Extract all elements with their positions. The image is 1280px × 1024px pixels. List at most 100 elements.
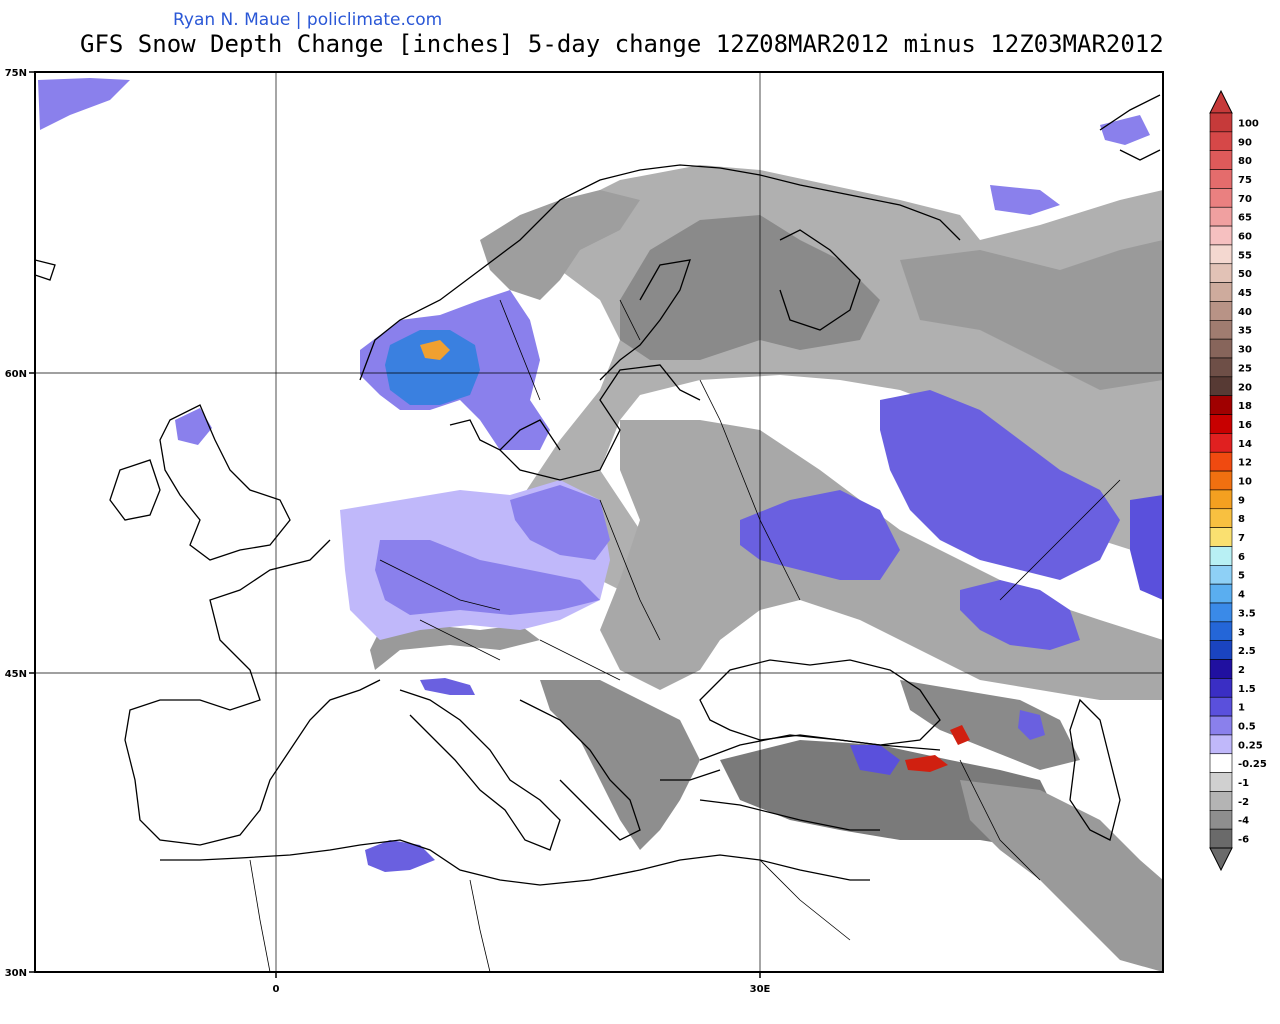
colorbar-swatch <box>1209 433 1233 453</box>
coastlines <box>35 94 1161 886</box>
colorbar-swatch <box>1209 376 1233 396</box>
colorbar-swatch <box>1209 451 1233 472</box>
snow-loss-region-norway-grey <box>480 190 640 300</box>
colorbar-swatch <box>1209 150 1233 170</box>
colorbar-swatch <box>1209 810 1233 830</box>
colorbar-swatch <box>1209 470 1233 491</box>
colorbar-label: 55 <box>1238 250 1252 261</box>
snow-loss-region-caucasus <box>900 680 1080 770</box>
lat-label-60n: 60N <box>5 369 27 380</box>
colorbar-swatch <box>1209 772 1233 792</box>
colorbar-label: 14 <box>1238 439 1252 450</box>
colorbar-label: 100 <box>1238 118 1259 129</box>
coast-italy <box>399 689 561 851</box>
lon-label-0: 0 <box>273 984 280 995</box>
colorbar-swatch <box>1209 696 1233 717</box>
colorbar-swatch <box>1209 753 1233 773</box>
snow-gain-region-russia-south <box>960 580 1080 650</box>
colorbar-swatch <box>1209 112 1233 133</box>
colorbar-label: 30 <box>1238 345 1252 356</box>
colorbar-label: 0.25 <box>1238 740 1263 751</box>
coast-iceland-svalbard <box>35 259 56 281</box>
coast-novaya-zemlya <box>1099 94 1161 161</box>
snow-gain-region-tunisia <box>365 840 435 872</box>
lon-label-30e: 30E <box>750 984 771 995</box>
colorbar-swatch <box>1209 565 1233 585</box>
snow-gain-region-svalbard <box>38 78 130 130</box>
snow-gain-hotspot-norway <box>420 340 450 360</box>
colorbar-label: 1 <box>1238 703 1245 714</box>
colorbar-label: 45 <box>1238 288 1252 299</box>
colorbar-swatch <box>1209 546 1233 566</box>
colorbar: 1009080757065605550454035302520181614121… <box>1209 89 1267 872</box>
colorbar-label: 40 <box>1238 307 1252 318</box>
colorbar-label: 0.5 <box>1238 722 1256 733</box>
snow-loss-region-east <box>900 240 1163 390</box>
snow-gain-region-russia-west <box>740 490 900 580</box>
colorbar-swatch <box>1209 621 1233 641</box>
map-frame <box>34 71 1164 973</box>
snow-gain-region-volga <box>1130 495 1163 600</box>
snow-loss-region-balkans <box>540 680 700 850</box>
lat-label-45n: 45N <box>5 669 27 680</box>
snow-gain-region-russia-central <box>880 390 1120 580</box>
snow-loss-region-finland-dark <box>620 215 880 360</box>
colorbar-arrow-bottom <box>1209 847 1233 872</box>
latitude-labels: 75N 60N 45N 30N <box>5 68 27 979</box>
snow-gain-region-kola <box>990 185 1060 215</box>
longitude-labels: 0 30E <box>273 984 771 995</box>
colorbar-swatch <box>1209 206 1233 227</box>
colorbar-label: 5 <box>1238 571 1245 582</box>
graticule <box>35 72 1163 972</box>
colorbar-swatch <box>1209 640 1233 660</box>
colorbar-label: 16 <box>1238 420 1252 431</box>
snow-gain-region-turkey-east <box>850 745 900 775</box>
colorbar-swatch <box>1209 715 1233 736</box>
snow-gain-region-novaya <box>1100 115 1150 145</box>
colorbar-swatch <box>1209 489 1233 510</box>
colorbar-label: 2 <box>1238 665 1245 676</box>
colorbar-swatch <box>1209 169 1233 189</box>
coast-balkans-greece <box>519 699 721 841</box>
snow-loss-region-middle-east <box>960 780 1163 972</box>
colorbar-arrow-top <box>1209 89 1233 114</box>
coast-france-iberia <box>124 539 381 846</box>
coast-turkey <box>699 734 941 831</box>
coast-caspian <box>1069 698 1121 841</box>
colorbar-label: 35 <box>1238 326 1252 337</box>
colorbar-label: 6 <box>1238 552 1245 563</box>
tick-marks <box>29 71 761 978</box>
colorbar-swatch <box>1209 357 1233 378</box>
colorbar-swatch <box>1209 263 1233 283</box>
snow-gain-region-italy-alps <box>420 678 475 695</box>
colorbar-label: 75 <box>1238 175 1252 186</box>
colorbar-label: 65 <box>1238 213 1252 224</box>
colorbar-swatch <box>1209 338 1233 359</box>
credit-text: Ryan N. Maue | policlimate.com <box>173 10 443 30</box>
colorbar-label: 90 <box>1238 137 1252 148</box>
colorbar-label: -0.25 <box>1238 759 1267 770</box>
colorbar-label: -6 <box>1238 835 1249 846</box>
colorbar-swatch <box>1209 225 1233 246</box>
colorbar-label: -2 <box>1238 797 1249 808</box>
coast-baltic <box>499 364 701 481</box>
snow-gain-hotspot-turkey-red <box>905 755 948 772</box>
colorbar-swatch <box>1209 508 1233 528</box>
lat-label-75n: 75N <box>5 68 27 79</box>
colorbar-label: 60 <box>1238 232 1252 243</box>
colorbar-swatch <box>1209 395 1233 415</box>
colorbar-label: 3.5 <box>1238 608 1256 619</box>
colorbar-label: 50 <box>1238 269 1252 280</box>
coast-britain <box>159 404 291 561</box>
colorbar-swatch <box>1209 188 1233 208</box>
colorbar-swatch <box>1209 828 1233 849</box>
colorbar-label: 7 <box>1238 533 1245 544</box>
map-title: GFS Snow Depth Change [inches] 5-day cha… <box>80 30 1164 58</box>
coast-black-sea <box>699 659 941 746</box>
colorbar-swatch <box>1209 791 1233 811</box>
colorbar-swatch <box>1209 301 1233 321</box>
colorbar-label: 25 <box>1238 363 1252 374</box>
colorbar-swatch <box>1209 734 1233 755</box>
colorbar-label: 12 <box>1238 458 1252 469</box>
colorbar-swatch <box>1209 659 1233 679</box>
